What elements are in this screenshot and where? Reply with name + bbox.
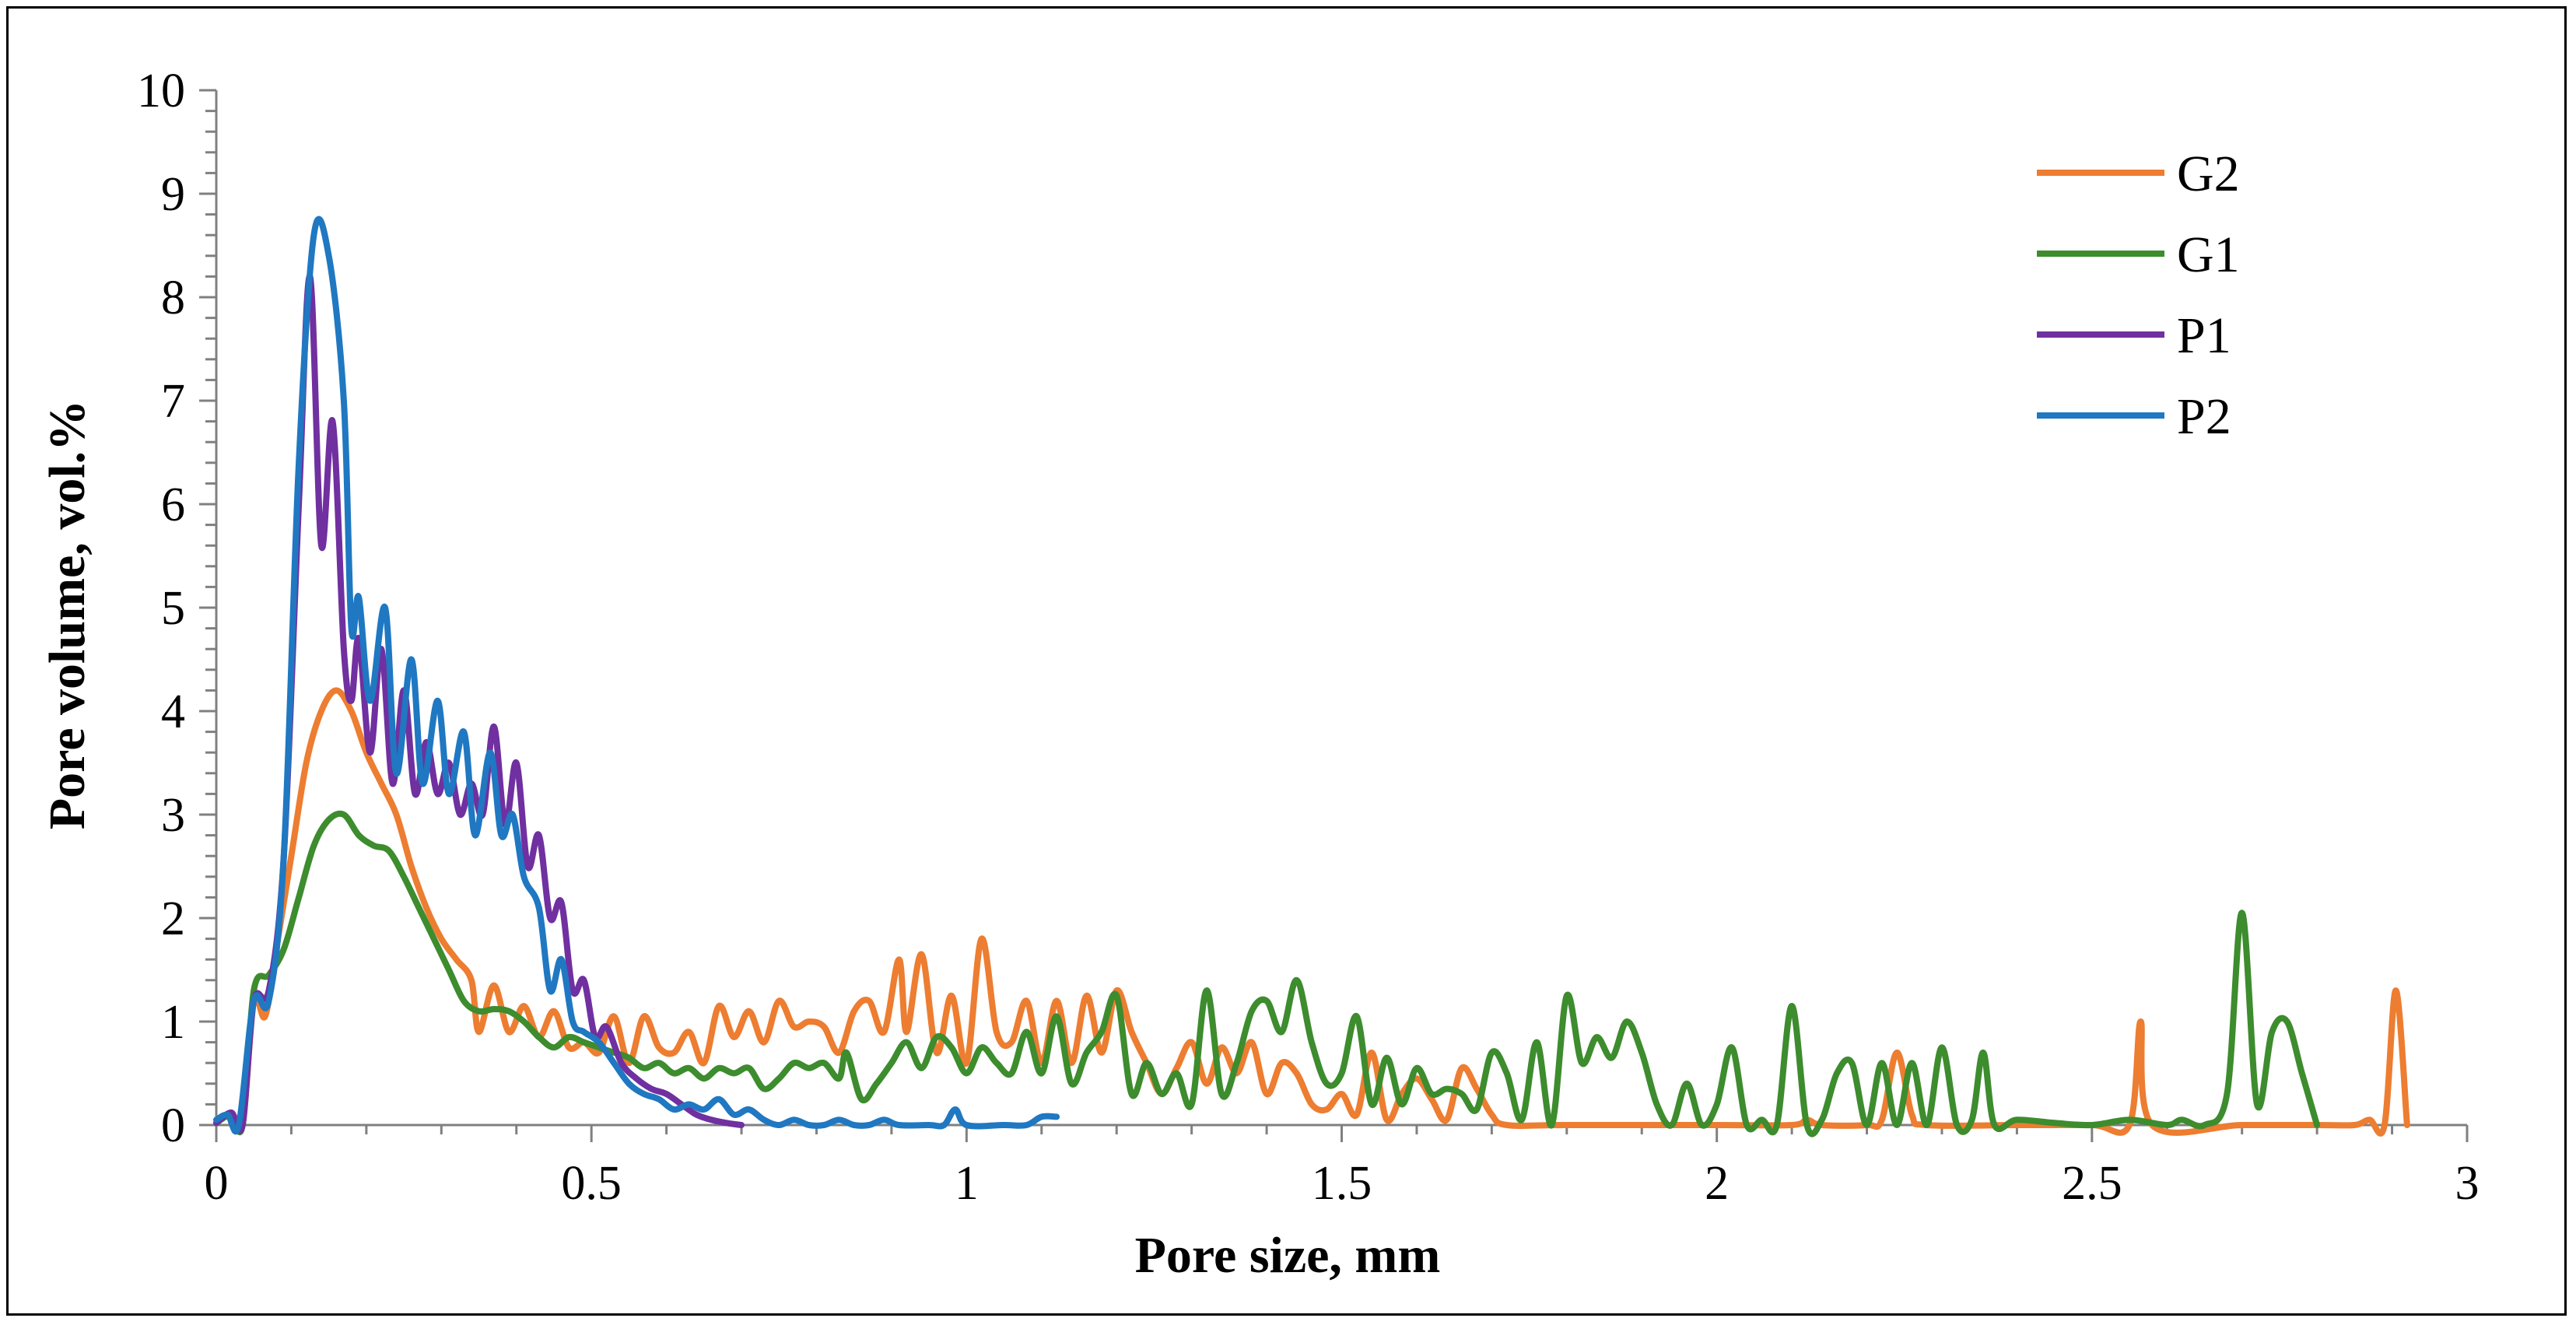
series-line-g2	[213, 687, 2410, 1137]
legend-label-g2: G2	[2177, 145, 2240, 202]
y-tick-labels: 0 1 2 3 4 5 6 7 8 9 10	[137, 65, 185, 1152]
x-tick-label: 0.5	[561, 1157, 622, 1210]
y-tick-label: 7	[161, 375, 185, 428]
series-lines	[213, 216, 2410, 1137]
y-tick-label: 1	[161, 996, 185, 1049]
y-tick-label: 2	[161, 892, 185, 945]
x-tick-label: 2	[1705, 1157, 1729, 1210]
y-tick-label: 10	[137, 65, 185, 117]
x-tick-label: 2.5	[2062, 1157, 2122, 1210]
y-tick-label: 3	[161, 789, 185, 842]
x-tick-label: 1	[955, 1157, 979, 1210]
x-tick-label: 0	[205, 1157, 229, 1210]
legend-label-g1: G1	[2177, 226, 2240, 283]
x-tick-labels: 0 0.5 1 1.5 2 2.5 3	[205, 1157, 2480, 1210]
y-tick-label: 6	[161, 478, 185, 531]
legend: G2 G1 P1 P2	[2037, 145, 2240, 445]
y-tick-label: 8	[161, 272, 185, 324]
x-tick-label: 1.5	[1312, 1157, 1372, 1210]
series-line-p2	[213, 216, 1060, 1135]
legend-label-p1: P1	[2177, 307, 2231, 364]
chart-frame	[6, 6, 2567, 1316]
legend-label-p2: P2	[2177, 388, 2231, 445]
x-tick-label: 3	[2455, 1157, 2480, 1210]
y-minor-ticks	[199, 89, 216, 1127]
x-axis-title: Pore size, mm	[1135, 1227, 1441, 1284]
series-line-p1	[213, 273, 745, 1134]
y-tick-label: 9	[161, 168, 185, 221]
y-tick-label: 5	[161, 582, 185, 635]
y-tick-label: 4	[161, 685, 185, 738]
y-axis-title: Pore volume, vol.%	[39, 400, 96, 829]
y-tick-label: 0	[161, 1099, 185, 1152]
series-line-g1	[213, 810, 2321, 1137]
axes	[215, 90, 2467, 1127]
